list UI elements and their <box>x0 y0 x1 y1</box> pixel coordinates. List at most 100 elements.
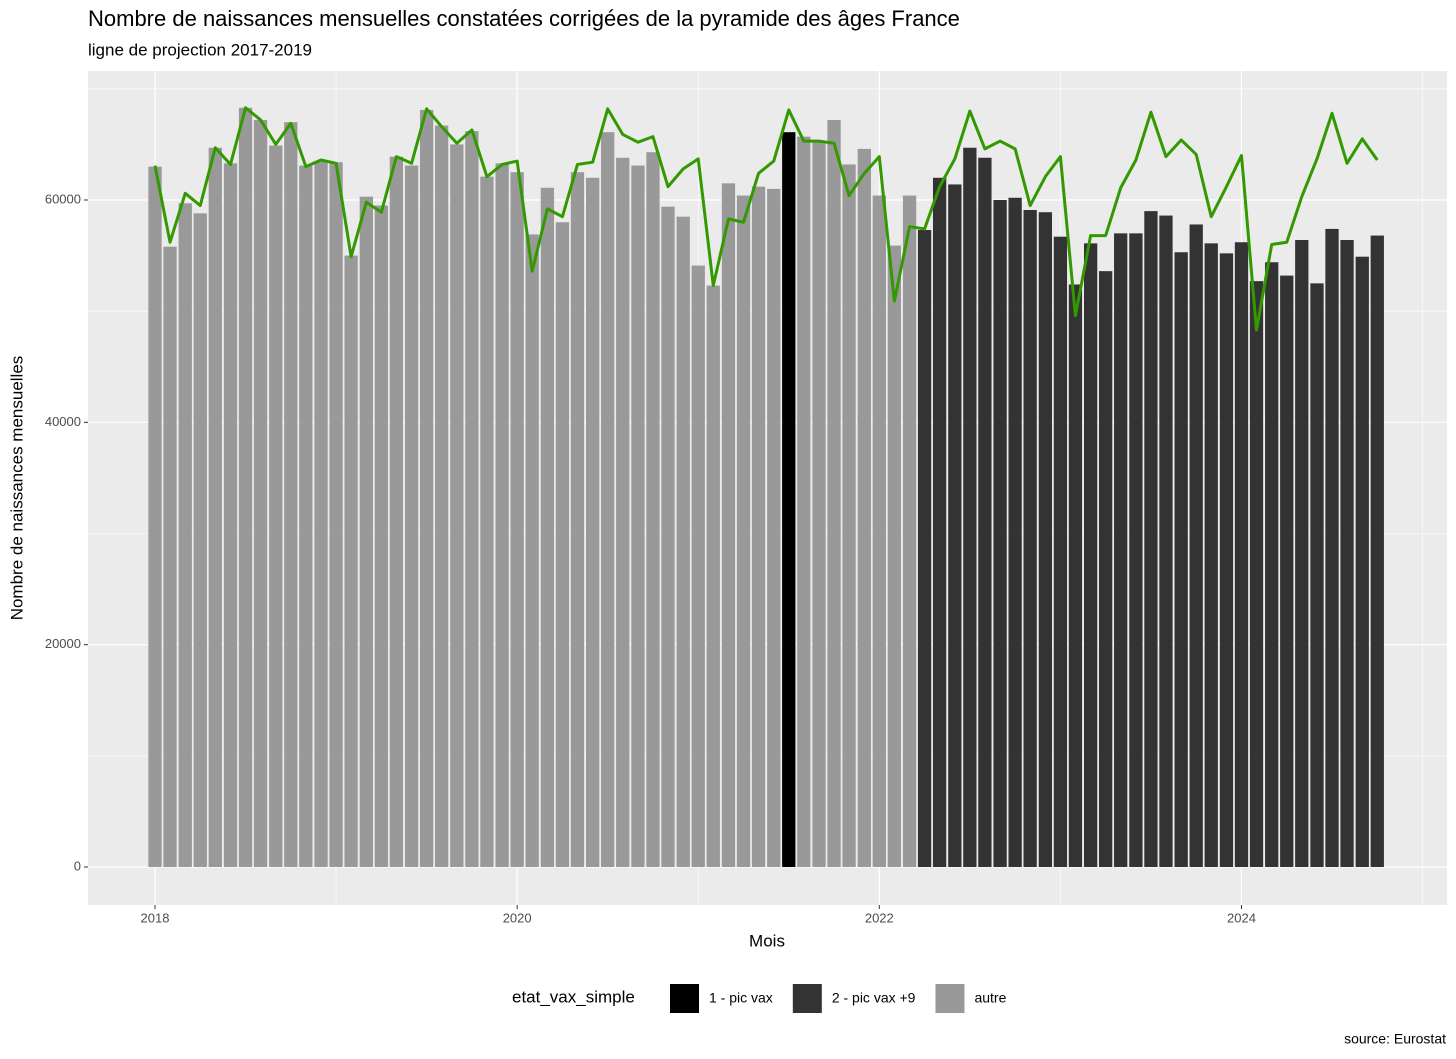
bar <box>1325 228 1339 868</box>
bar <box>1083 243 1098 868</box>
bar <box>978 157 992 868</box>
bar <box>223 163 238 868</box>
bar <box>419 109 434 868</box>
bar <box>646 152 660 868</box>
bar <box>691 265 705 868</box>
bar <box>480 176 494 868</box>
bar <box>1129 233 1143 868</box>
bar <box>601 132 615 868</box>
bar <box>948 184 962 868</box>
y-tick-label: 60000 <box>45 191 81 206</box>
bar <box>1114 233 1128 868</box>
bar <box>148 166 162 868</box>
bar <box>1204 243 1218 868</box>
bar <box>540 187 555 868</box>
bar <box>450 144 464 868</box>
bar <box>1189 224 1203 868</box>
y-tick-label: 20000 <box>45 636 81 651</box>
bar <box>359 196 373 868</box>
bar <box>887 245 901 868</box>
bar <box>178 203 192 868</box>
bar <box>1053 236 1068 868</box>
bar <box>1310 283 1324 868</box>
bar <box>1355 256 1369 868</box>
bar <box>193 213 207 868</box>
bar <box>510 172 524 868</box>
bar <box>253 119 268 868</box>
bar <box>1144 211 1158 868</box>
bar <box>208 147 222 868</box>
bar <box>389 156 404 868</box>
bar <box>1340 240 1354 868</box>
bar <box>1159 215 1173 868</box>
bar <box>661 206 675 868</box>
bar <box>1023 210 1037 868</box>
bar <box>1265 262 1279 868</box>
bar <box>1008 197 1022 868</box>
bar <box>329 162 343 868</box>
bar <box>1038 212 1053 868</box>
bar <box>314 161 328 868</box>
bar <box>812 142 826 868</box>
bar <box>963 147 977 868</box>
bar <box>676 216 690 868</box>
bar <box>495 163 509 868</box>
x-tick-label: 2020 <box>503 910 532 925</box>
bar <box>1174 252 1188 868</box>
bar <box>284 122 298 868</box>
bar <box>932 177 947 868</box>
bar <box>782 132 796 868</box>
bar <box>404 165 419 868</box>
bar <box>1219 253 1234 868</box>
bar <box>1249 281 1264 868</box>
bar <box>751 186 766 868</box>
x-tick-label: 2022 <box>865 910 894 925</box>
bar <box>797 136 811 868</box>
bar <box>465 131 479 868</box>
x-tick-label: 2024 <box>1227 910 1256 925</box>
bar <box>1068 284 1083 868</box>
bar <box>1295 240 1309 868</box>
bar <box>435 125 449 868</box>
bar <box>344 255 358 868</box>
bar <box>616 157 630 868</box>
bar <box>857 148 871 868</box>
legend-title: etat_vax_simple <box>512 987 635 1006</box>
bar <box>299 165 313 868</box>
bar <box>269 145 283 868</box>
y-axis-label: Nombre de naissances mensuelles <box>7 356 26 621</box>
y-tick-label: 40000 <box>45 414 81 429</box>
legend-key <box>935 984 965 1013</box>
bar <box>1370 235 1384 868</box>
bar <box>993 199 1007 868</box>
bar <box>238 107 253 868</box>
x-tick-label: 2018 <box>141 910 170 925</box>
legend-label: autre <box>974 990 1006 1006</box>
bar <box>842 164 856 868</box>
legend-label: 2 - pic vax +9 <box>832 990 916 1006</box>
chart-subtitle: ligne de projection 2017-2019 <box>88 40 312 59</box>
bar <box>555 222 570 868</box>
bar <box>1280 275 1294 868</box>
bar <box>1234 242 1249 868</box>
bar <box>872 195 886 868</box>
y-tick-label: 0 <box>74 858 81 873</box>
bar <box>586 177 600 868</box>
chart-title: Nombre de naissances mensuelles constaté… <box>88 6 960 31</box>
bar <box>827 119 841 868</box>
bar <box>736 195 751 868</box>
legend-key <box>670 984 699 1013</box>
bar <box>631 165 645 868</box>
bar <box>902 195 917 868</box>
legend-key <box>792 984 822 1013</box>
bar <box>374 205 388 868</box>
bar <box>1099 271 1113 868</box>
bar <box>706 285 720 868</box>
bar <box>721 183 736 868</box>
projection-line <box>153 106 1379 332</box>
x-axis-label: Mois <box>749 931 785 950</box>
bar <box>917 230 932 868</box>
caption: source: Eurostat <box>1344 1031 1446 1047</box>
bar <box>163 246 177 868</box>
